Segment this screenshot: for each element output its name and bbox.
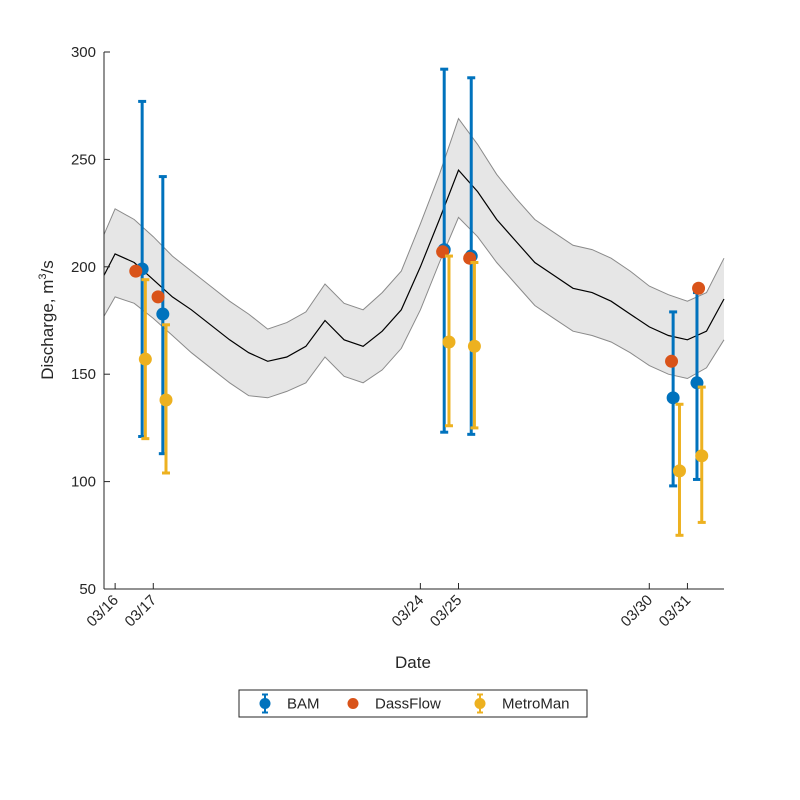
- uncertainty-band: [104, 118, 724, 398]
- y-axis-label-main: Discharge, m: [38, 280, 57, 380]
- metroman-point: [159, 393, 173, 407]
- metroman-point: [467, 339, 481, 353]
- legend-label: DassFlow: [375, 696, 441, 713]
- metroman-point: [695, 449, 709, 463]
- legend-item-dassflow: DassFlow: [347, 696, 441, 713]
- y-axis-label-suffix: /s: [38, 260, 57, 273]
- bam-point: [156, 307, 170, 321]
- metroman-point: [138, 352, 152, 366]
- legend-box: [238, 689, 588, 718]
- dassflow-point: [129, 264, 143, 278]
- x-tick-label: 03/30: [618, 592, 657, 631]
- legend-label: BAM: [287, 696, 320, 713]
- legend-marker-icon: [474, 698, 486, 709]
- dassflow-point: [151, 290, 165, 304]
- metroman-point: [672, 464, 686, 478]
- reference-line: [103, 168, 725, 362]
- y-tick-label: 100: [71, 474, 96, 491]
- x-tick-label: 03/17: [122, 592, 161, 631]
- y-tick-label: 200: [71, 259, 96, 276]
- x-tick-label: 03/25: [427, 592, 466, 631]
- bam-point: [666, 391, 680, 405]
- x-tick-label: 03/24: [389, 592, 428, 631]
- y-tick-label: 50: [79, 581, 96, 598]
- legend-item-bam: BAM: [259, 693, 320, 714]
- legend-label: MetroMan: [502, 696, 570, 713]
- band-lower-edge: [103, 216, 725, 399]
- legend-marker-icon: [347, 698, 359, 709]
- series-metroman: [138, 254, 709, 537]
- x-axis-label: Date: [395, 653, 431, 672]
- legend: BAM DassFlow MetroMan: [238, 689, 588, 718]
- dassflow-point: [665, 354, 679, 368]
- dassflow-point: [692, 281, 706, 295]
- band-upper-edge: [103, 117, 725, 330]
- legend-marker-icon: [259, 698, 271, 709]
- y-tick-label: 250: [71, 151, 96, 168]
- x-tick-label: 03/31: [656, 592, 695, 631]
- metroman-point: [442, 335, 456, 349]
- legend-item-metroman: MetroMan: [474, 693, 570, 714]
- y-axis-label: Discharge, m3/s: [37, 260, 57, 380]
- uncertainty-band-layer: [103, 117, 725, 399]
- y-tick-label: 150: [71, 366, 96, 383]
- y-axis-label-superscript: 3: [37, 273, 49, 279]
- y-tick-label: 300: [71, 44, 96, 61]
- series-layer: [129, 67, 709, 537]
